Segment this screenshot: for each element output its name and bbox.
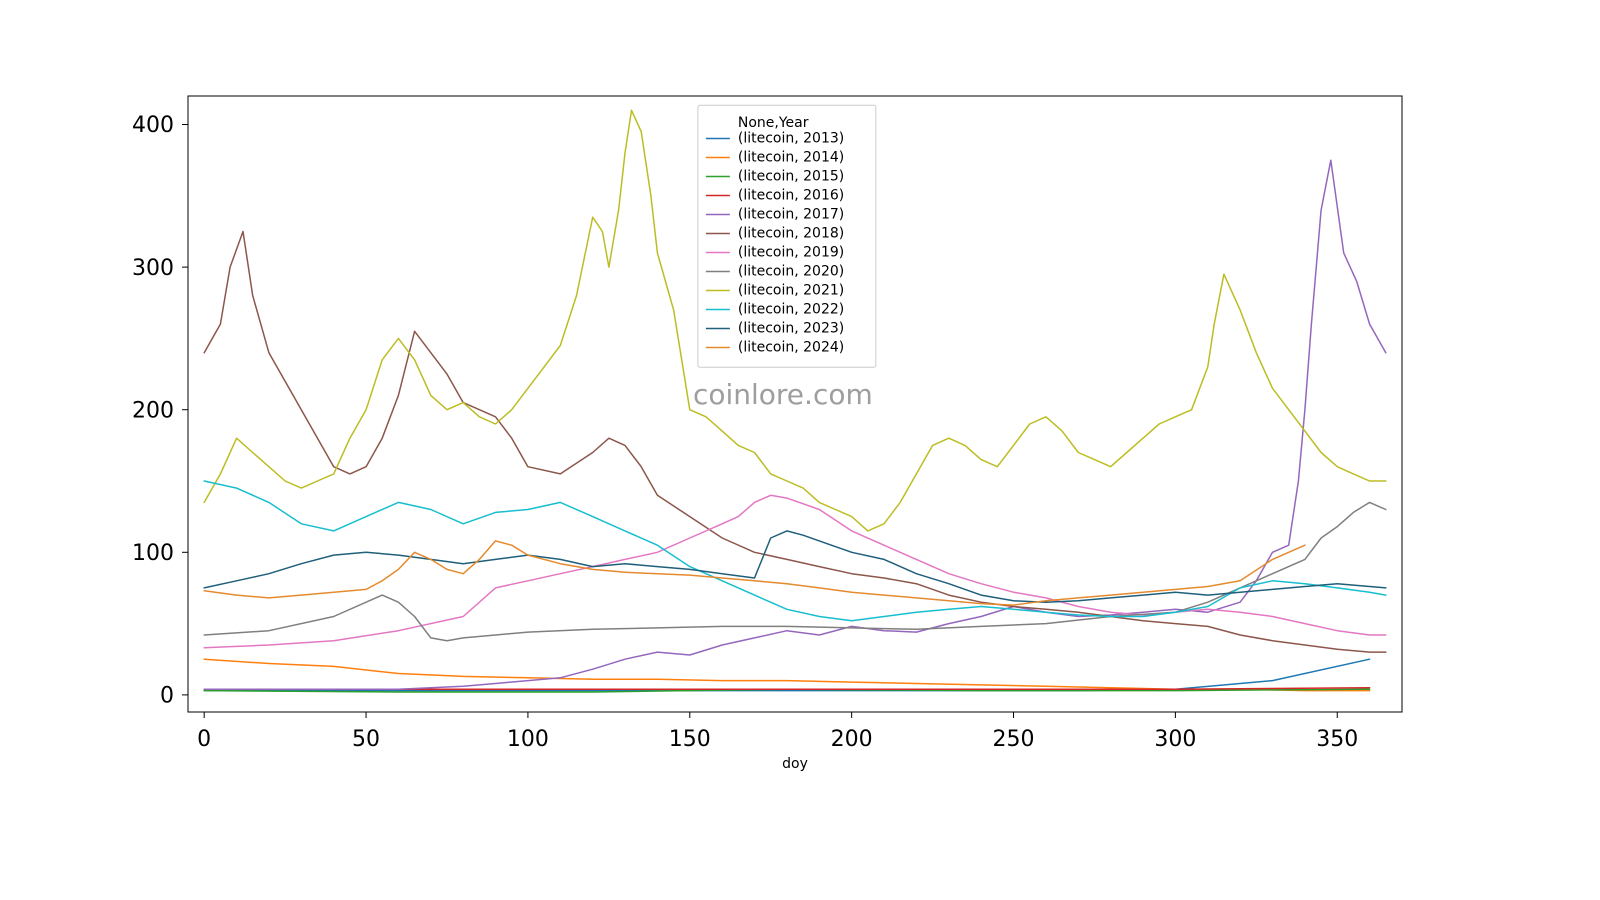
chart-container: 0 50 100 150 200 250 300 350 doy 0 100 200 300 400 coi… bbox=[0, 0, 1600, 900]
x-tick-label: 350 bbox=[1316, 727, 1358, 752]
legend-label: (litecoin, 2020) bbox=[738, 264, 844, 280]
x-tick-label: 150 bbox=[669, 727, 711, 752]
legend-label: (litecoin, 2017) bbox=[738, 207, 844, 223]
legend-label: (litecoin, 2024) bbox=[738, 340, 844, 356]
legend-label: (litecoin, 2021) bbox=[738, 283, 844, 299]
x-axis-label: doy bbox=[782, 756, 808, 772]
y-tick-label: 0 bbox=[160, 684, 174, 709]
y-tick-label: 100 bbox=[132, 541, 174, 566]
legend-label: (litecoin, 2015) bbox=[738, 169, 844, 185]
y-tick-label: 300 bbox=[132, 256, 174, 281]
x-tick-label: 0 bbox=[197, 727, 211, 752]
y-tick-label: 200 bbox=[132, 398, 174, 423]
legend-title: None,Year bbox=[738, 115, 809, 131]
line-chart: 0 50 100 150 200 250 300 350 doy 0 100 200 300 400 coi… bbox=[0, 0, 1600, 900]
x-tick-label: 250 bbox=[993, 727, 1035, 752]
x-tick-label: 300 bbox=[1154, 727, 1196, 752]
legend: None,Year(litecoin, 2013) (litecoin, 2014… bbox=[698, 105, 876, 367]
legend-label: (litecoin, 2014) bbox=[738, 150, 844, 166]
y-tick-label: 400 bbox=[132, 113, 174, 138]
x-tick-label: 50 bbox=[352, 727, 380, 752]
legend-label: (litecoin, 2019) bbox=[738, 245, 844, 261]
legend-label: (litecoin, 2016) bbox=[738, 188, 844, 204]
legend-label: (litecoin, 2013) bbox=[738, 131, 844, 147]
legend-label: (litecoin, 2018) bbox=[738, 226, 844, 242]
legend-label: (litecoin, 2022) bbox=[738, 302, 844, 318]
x-tick-label: 100 bbox=[507, 727, 549, 752]
legend-label: (litecoin, 2023) bbox=[738, 321, 844, 337]
x-tick-label: 200 bbox=[831, 727, 873, 752]
watermark-text: coinlore.com bbox=[693, 378, 873, 411]
